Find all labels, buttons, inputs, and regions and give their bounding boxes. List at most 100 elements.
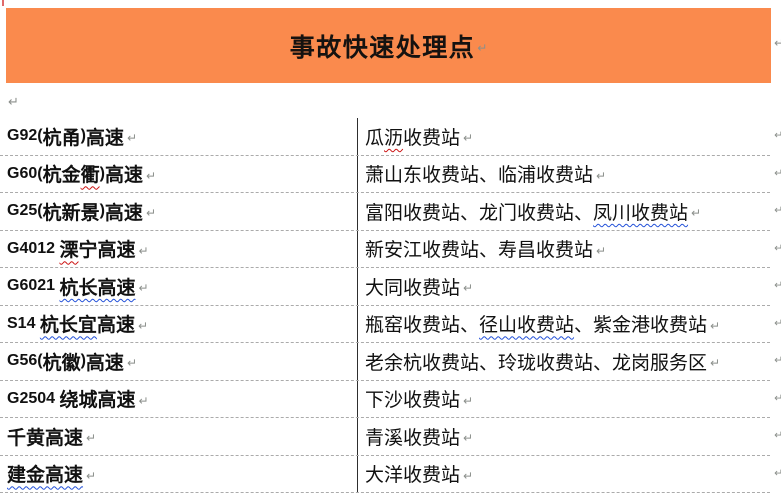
text-segment: G25( [7, 202, 43, 220]
end-of-cell-mark: ↵ [138, 243, 149, 258]
text-segment: 径山收费站 [479, 315, 575, 337]
end-of-row-mark: ↵ [774, 278, 781, 292]
text-segment: 杭长宜 [39, 315, 97, 337]
end-of-cell-mark: ↵ [463, 468, 474, 483]
highway-cell[interactable]: G6021 杭长高速 ↵ [0, 268, 358, 305]
text-segment: 凤川收费站 [593, 202, 689, 224]
text-segment: 、紫金港收费站 [574, 315, 708, 337]
margin-revision-tick [2, 0, 4, 6]
stations-cell[interactable]: 青溪收费站 ↵ [358, 418, 770, 455]
text-segment: 下沙收费站 [365, 390, 461, 412]
stations-cell[interactable]: 瓜沥收费站 ↵ [358, 118, 770, 155]
end-of-cell-mark: ↵ [710, 356, 721, 371]
end-of-row-mark: ↵ [774, 128, 781, 142]
text-segment: 富阳收费站、龙门收费站、 [365, 202, 594, 224]
paragraph-mark: ↵ [8, 95, 19, 110]
end-of-cell-mark: ↵ [138, 281, 149, 296]
text-segment: G4012 [7, 239, 60, 257]
highway-cell[interactable]: G4012 溧宁高速 ↵ [0, 230, 358, 267]
text-segment: G60( [7, 164, 43, 182]
end-of-cell-mark: ↵ [126, 356, 137, 371]
text-segment: ) [80, 127, 86, 145]
document-title: 事故快速处理点 [289, 34, 476, 62]
text-segment: 沥 [384, 127, 404, 149]
end-of-cell-mark: ↵ [691, 206, 702, 221]
end-of-row-mark: ↵ [774, 241, 781, 255]
end-of-row-mark: ↵ [774, 166, 781, 180]
table-row: G6021 杭长高速 ↵ 大同收费站 ↵ ↵ [0, 268, 781, 306]
text-segment: 高速 [85, 352, 124, 374]
title-banner[interactable]: 事故快速处理点 ↵ [6, 8, 771, 83]
text-segment: ) [99, 202, 105, 220]
text-segment: 绕城高速 [59, 390, 136, 412]
end-of-row-mark: ↵ [774, 353, 781, 367]
highway-cell[interactable]: S14 杭长宜 高速 ↵ [0, 305, 358, 342]
table-row: G25(杭新景) 高速 ↵ 富阳收费站、龙门收费站、 凤川收费站 ↵ ↵ [0, 193, 781, 231]
table-row: G2504 绕城高速 ↵ 下沙收费站 ↵ ↵ [0, 380, 781, 418]
text-segment: 杭甬 [42, 127, 81, 149]
table-row: G92(杭甬) 高速 ↵ 瓜沥收费站 ↵ ↵ [0, 118, 781, 156]
highway-cell[interactable]: G56(杭徽) 高速 ↵ [0, 343, 358, 380]
toll-station-table: G92(杭甬) 高速 ↵ 瓜沥收费站 ↵ ↵ G60(杭金衢) 高速 ↵ 萧山东收费站、临… [0, 118, 781, 493]
stations-cell[interactable]: 大同收费站 ↵ [358, 268, 770, 305]
end-of-cell-mark: ↵ [145, 168, 157, 183]
text-segment: G92( [7, 127, 43, 145]
highway-cell[interactable]: G92(杭甬) 高速 ↵ [0, 118, 358, 155]
stations-cell[interactable]: 大洋收费站 ↵ [358, 456, 770, 493]
end-of-cell-mark: ↵ [137, 318, 149, 333]
text-segment: 高速 [104, 202, 143, 224]
text-segment: S14 [7, 314, 40, 332]
text-segment: G2504 [7, 389, 60, 407]
highway-cell[interactable]: G2504 绕城高速 ↵ [0, 380, 358, 417]
text-segment: 宁高速 [78, 240, 136, 262]
text-segment: 高速 [96, 315, 135, 337]
end-of-cell-mark: ↵ [596, 243, 607, 258]
text-segment: 高速 [85, 127, 124, 149]
stations-cell[interactable]: 新安江收费站、寿昌收费站 ↵ [358, 231, 770, 268]
text-segment: 大同收费站 [365, 277, 461, 299]
text-segment: 瓜 [365, 127, 385, 149]
text-segment: 大洋收费站 [365, 465, 461, 487]
highway-cell[interactable]: G25(杭新景) 高速 ↵ [0, 193, 358, 230]
text-segment: 杭长高速 [59, 277, 136, 299]
table-row: S14 杭长宜 高速 ↵ 瓶窑收费站、 径山收费站 、紫金港收费站 ↵ ↵ [0, 305, 781, 343]
end-of-row-mark: ↵ [774, 391, 781, 405]
text-segment: 收费站 [403, 127, 461, 149]
end-of-cell-mark: ↵ [463, 431, 474, 446]
end-of-row-mark: ↵ [774, 203, 781, 217]
end-of-row-mark: ↵ [774, 428, 781, 442]
stations-cell[interactable]: 瓶窑收费站、 径山收费站 、紫金港收费站 ↵ [358, 306, 770, 343]
text-segment: ) [99, 164, 105, 182]
table-row: 千黄高速 ↵ 青溪收费站 ↵ ↵ [0, 418, 781, 456]
text-segment: 杭金 [42, 165, 81, 187]
text-segment: 建金高速 [7, 465, 84, 487]
stations-cell[interactable]: 富阳收费站、龙门收费站、 凤川收费站 ↵ [358, 193, 770, 230]
end-of-cell-mark: ↵ [145, 206, 156, 221]
end-of-cell-mark: ↵ [463, 281, 474, 296]
end-of-cell-mark: ↵ [126, 131, 137, 146]
end-of-cell-mark: ↵ [463, 393, 474, 408]
end-of-cell-mark: ↵ [463, 131, 474, 146]
text-segment: 衢 [80, 165, 100, 187]
highway-cell[interactable]: 建金高速 ↵ [0, 455, 358, 492]
end-of-row-mark: ↵ [774, 466, 781, 480]
end-of-cell-mark: ↵ [596, 168, 607, 183]
table-row: G4012 溧宁高速 ↵ 新安江收费站、寿昌收费站 ↵ ↵ [0, 230, 781, 268]
stations-cell[interactable]: 下沙收费站 ↵ [358, 381, 770, 418]
text-segment: 杭新景 [42, 202, 100, 224]
end-of-cell-mark: ↵ [710, 318, 721, 333]
text-segment: 老余杭收费站、玲珑收费站、龙岗服务区 [365, 352, 708, 374]
text-segment: G6021 [7, 277, 60, 295]
text-segment: 溧 [59, 240, 79, 262]
stations-cell[interactable]: 萧山东收费站、临浦收费站 ↵ [358, 156, 770, 193]
table-row: 建金高速 ↵ 大洋收费站 ↵ ↵ [0, 455, 781, 493]
highway-cell[interactable]: 千黄高速 ↵ [0, 418, 358, 455]
highway-cell[interactable]: G60(杭金衢) 高速 ↵ [0, 155, 358, 192]
end-of-cell-mark: ↵ [138, 393, 149, 408]
end-of-cell-mark: ↵ [477, 40, 488, 55]
text-segment: G56( [7, 352, 43, 370]
text-segment: 杭徽 [42, 352, 81, 374]
stations-cell[interactable]: 老余杭收费站、玲珑收费站、龙岗服务区 ↵ [358, 343, 770, 380]
text-segment: 瓶窑收费站、 [365, 315, 480, 337]
